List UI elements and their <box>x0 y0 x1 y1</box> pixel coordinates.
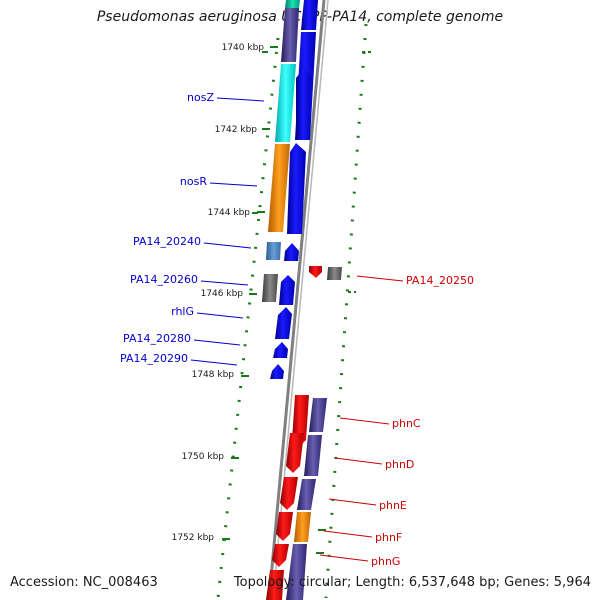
cds-forward <box>279 275 295 305</box>
gene-label-text: PA14_20250 <box>406 274 474 287</box>
cds-forward <box>275 307 292 339</box>
kbp-label: 1740 kbp <box>222 43 265 53</box>
gene-labels-right: PA14_20250 phnC phnD phnE phnF phnG <box>319 274 474 568</box>
feature-band-slate-phnG <box>286 544 307 600</box>
cds-forward <box>296 68 312 140</box>
feature-band-teal <box>285 0 300 8</box>
gene-label-PA14_20280[interactable]: PA14_20280 <box>123 332 241 346</box>
gene-label-phnG[interactable]: phnG <box>319 554 400 568</box>
reverse-cds-track <box>266 266 342 600</box>
cds-reverse <box>286 433 304 473</box>
gene-label-rhlG[interactable]: rhlG <box>171 305 244 319</box>
gene-label-text: rhlG <box>171 305 194 318</box>
gene-label-text: PA14_20290 <box>120 352 188 365</box>
cds-forward <box>287 143 306 234</box>
cds-reverse <box>309 266 322 278</box>
cds-reverse <box>276 512 293 541</box>
genome-title: Pseudomonas aeruginosa UCBPP-PA14, compl… <box>96 9 504 25</box>
kbp-ticks <box>222 46 278 540</box>
gene-label-text: nosZ <box>187 91 214 104</box>
cds-forward <box>284 243 299 261</box>
feature-band-grey-left <box>262 274 278 302</box>
feature-band-orange <box>268 144 290 232</box>
kbp-label: 1744 kbp <box>208 208 251 218</box>
feature-band-orange-phnF <box>294 512 311 542</box>
feature-band-slate-top <box>281 8 299 62</box>
kbp-label: 1750 kbp <box>182 452 225 462</box>
gene-label-text: PA14_20260 <box>130 273 198 286</box>
kbp-label: 1752 kbp <box>172 533 215 543</box>
accession-label: Accession: NC_008463 <box>10 575 158 590</box>
gene-label-nosZ[interactable]: nosZ <box>187 91 265 104</box>
feature-band-slate-phnE <box>297 479 316 510</box>
cds-reverse <box>272 544 289 567</box>
topology-label: Topology: circular; Length: 6,537,648 bp… <box>233 575 591 590</box>
gene-label-text: PA14_20240 <box>133 235 201 248</box>
kbp-labels: 1740 kbp 1742 kbp 1744 kbp 1746 kbp 1748… <box>172 43 265 543</box>
cds-reverse <box>280 477 298 510</box>
cds-reverse <box>266 570 284 600</box>
gene-label-PA14_20240[interactable]: PA14_20240 <box>133 235 252 249</box>
gene-label-phnC[interactable]: phnC <box>339 417 421 430</box>
gene-label-text: phnF <box>375 531 402 544</box>
feature-band-cyan <box>275 64 296 142</box>
gene-label-PA14_20250[interactable]: PA14_20250 <box>356 274 474 287</box>
gene-label-phnD[interactable]: phnD <box>334 457 414 471</box>
feature-band-slate-phnD <box>304 435 322 476</box>
gene-label-text: phnC <box>392 417 421 430</box>
gene-labels-left: nosZ nosR PA14_20240 PA14_20260 rhlG PA1… <box>120 91 265 366</box>
gene-label-phnE[interactable]: phnE <box>328 498 407 512</box>
feature-band-slate-phnC <box>309 398 327 432</box>
kbp-label: 1746 kbp <box>201 289 244 299</box>
gene-label-text: nosR <box>180 175 207 188</box>
kbp-label: 1742 kbp <box>215 125 258 135</box>
gene-label-text: phnE <box>379 499 407 512</box>
kbp-label: 1748 kbp <box>192 370 235 380</box>
cds-forward <box>301 0 318 30</box>
cds-forward <box>270 364 284 379</box>
forward-cds-track <box>270 0 318 379</box>
gene-label-PA14_20260[interactable]: PA14_20260 <box>130 273 249 286</box>
gene-label-text: phnG <box>371 555 400 568</box>
gene-label-text: PA14_20280 <box>123 332 191 345</box>
gene-label-phnF[interactable]: phnF <box>323 530 402 544</box>
feature-band-grey-right <box>327 267 342 280</box>
cds-forward <box>273 342 288 358</box>
gene-label-text: phnD <box>385 458 414 471</box>
gene-label-PA14_20290[interactable]: PA14_20290 <box>120 352 238 366</box>
gene-label-nosR[interactable]: nosR <box>180 175 258 188</box>
feature-band-steel <box>266 242 281 260</box>
feature-track-inner <box>262 0 327 600</box>
